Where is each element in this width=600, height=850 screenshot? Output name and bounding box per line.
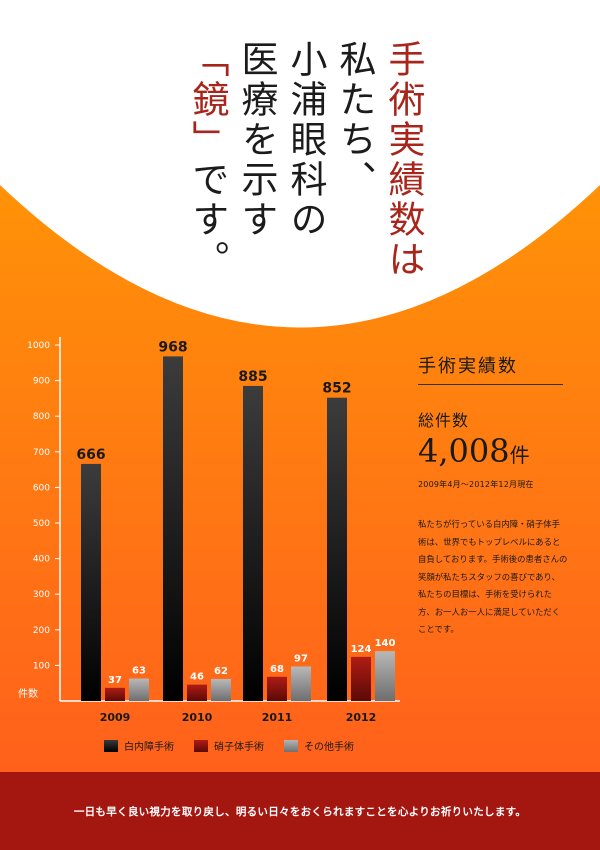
data-label-vitreous-2011: 68 <box>270 664 284 675</box>
data-label-other-2010: 62 <box>214 666 228 677</box>
y-tick-label: 600 <box>33 483 50 493</box>
bar-cataract-2011 <box>243 385 263 701</box>
info-title: 手術実績数 <box>418 352 563 385</box>
data-label-cataract-2012: 852 <box>322 381 351 397</box>
x-tick-label: 2011 <box>262 711 293 724</box>
legend-item-vitreous: 硝子体手術 <box>194 738 264 753</box>
data-label-cataract-2010: 968 <box>158 339 187 355</box>
y-tick-label: 500 <box>33 519 50 529</box>
headline-line-3: 小浦眼科の <box>284 40 327 240</box>
total-value: 4,008 <box>418 432 510 470</box>
bar-other-2009 <box>129 678 149 701</box>
info-panel: 手術実績数 総件数 4,008件 2009年4月～2012年12月現在 私たちが… <box>418 352 568 639</box>
description-text: 私たちが行っている白内障・硝子体手術は、世界でもトップレベルにあると自負しており… <box>418 519 568 634</box>
data-label-other-2009: 63 <box>132 666 146 677</box>
legend-swatch-cataract <box>104 739 118 752</box>
legend-item-other: その他手術 <box>284 738 354 753</box>
headline-line-1: 手術実績数は <box>382 40 425 280</box>
legend-label-cataract: 白内障手術 <box>124 742 174 753</box>
chart-legend: 白内障手術 硝子体手術 その他手術 <box>104 738 374 753</box>
footer-banner: 一日も早く良い視力を取り戻し、明るい日々をおくられますことを心よりお祈りいたしま… <box>0 772 600 850</box>
y-tick-label: 1000 <box>27 341 50 351</box>
bar-cataract-2009 <box>81 463 101 701</box>
headline-bracket-close: 」 <box>186 120 229 160</box>
bar-other-2012 <box>375 651 395 701</box>
headline-line-5: 「鏡」です。 <box>183 40 232 280</box>
data-label-cataract-2009: 666 <box>76 447 105 463</box>
legend-item-cataract: 白内障手術 <box>104 738 174 753</box>
x-tick-label: 2012 <box>346 711 377 724</box>
bar-other-2011 <box>291 666 311 701</box>
x-tick-label: 2010 <box>182 711 213 724</box>
headline-line-5-rest: です。 <box>186 160 229 280</box>
data-label-other-2011: 97 <box>294 653 308 664</box>
bar-vitreous-2010 <box>187 684 207 701</box>
total-count: 4,008件 <box>418 433 568 473</box>
y-tick-label: 200 <box>33 626 50 636</box>
data-label-vitreous-2010: 46 <box>190 672 204 683</box>
data-label-vitreous-2012: 124 <box>351 644 372 655</box>
data-label-vitreous-2009: 37 <box>108 675 122 686</box>
bar-cataract-2010 <box>163 356 183 701</box>
legend-swatch-other <box>284 739 298 752</box>
total-unit: 件 <box>509 443 530 467</box>
x-tick-label: 2009 <box>100 711 131 724</box>
bar-vitreous-2009 <box>105 687 125 701</box>
headline-line-2: 私たち、 <box>333 40 376 200</box>
bar-other-2010 <box>211 678 231 701</box>
headline-mirror-word: 鏡 <box>186 80 229 120</box>
legend-label-other: その他手術 <box>304 742 354 753</box>
legend-label-vitreous: 硝子体手術 <box>214 742 264 753</box>
y-tick-label: 100 <box>33 661 50 671</box>
total-label: 総件数 <box>418 411 470 430</box>
y-tick-label: 900 <box>33 377 50 387</box>
data-label-cataract-2011: 885 <box>238 369 267 385</box>
period-note: 2009年4月～2012年12月現在 <box>418 480 534 489</box>
footer-message: 一日も早く良い視力を取り戻し、明るい日々をおくられますことを心よりお祈りいたしま… <box>73 805 527 818</box>
headline-bracket-open: 「 <box>186 40 229 80</box>
data-label-other-2012: 140 <box>375 638 396 649</box>
bar-cataract-2012 <box>327 397 347 701</box>
bar-vitreous-2011 <box>267 676 287 701</box>
y-tick-label: 800 <box>33 412 50 422</box>
bar-vitreous-2012 <box>351 656 371 701</box>
y-tick-label: 300 <box>33 590 50 600</box>
surgery-bar-chart: 100 200 300 400 500 600 700 800 900 1000 件数 666 37 63… <box>18 337 400 724</box>
headline: 手術実績数は 私たち、 小浦眼科の 医療を示す 「鏡」です。 <box>183 40 428 280</box>
y-axis-title: 件数 <box>18 687 38 700</box>
legend-swatch-vitreous <box>194 739 208 752</box>
y-tick-label: 700 <box>33 448 50 458</box>
y-tick-label: 400 <box>33 555 50 565</box>
headline-line-4: 医療を示す <box>235 40 278 240</box>
